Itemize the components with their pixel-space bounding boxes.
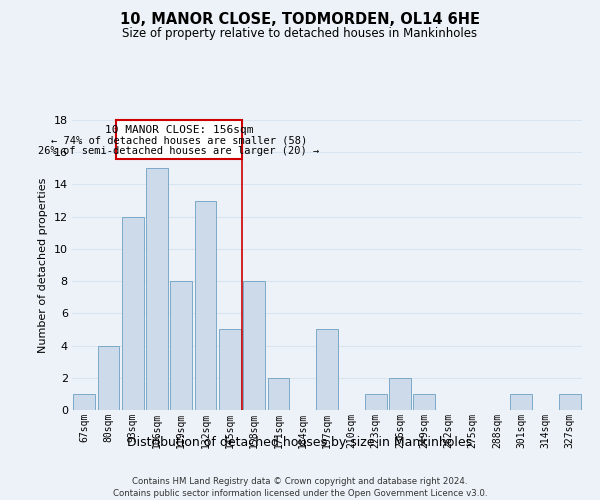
Text: Size of property relative to detached houses in Mankinholes: Size of property relative to detached ho… [122,28,478,40]
Bar [194,200,217,410]
Text: 10 MANOR CLOSE: 156sqm: 10 MANOR CLOSE: 156sqm [104,125,253,135]
Text: Distribution of detached houses by size in Mankinholes: Distribution of detached houses by size … [127,436,473,449]
Bar [511,394,532,410]
Text: Contains public sector information licensed under the Open Government Licence v3: Contains public sector information licen… [113,489,487,498]
Text: ← 74% of detached houses are smaller (58): ← 74% of detached houses are smaller (58… [51,136,307,145]
Bar [389,378,411,410]
Bar [316,330,338,410]
Bar [413,394,435,410]
Bar [268,378,289,410]
Text: 10, MANOR CLOSE, TODMORDEN, OL14 6HE: 10, MANOR CLOSE, TODMORDEN, OL14 6HE [120,12,480,28]
Text: 26% of semi-detached houses are larger (20) →: 26% of semi-detached houses are larger (… [38,146,319,156]
Bar [146,168,168,410]
Text: Contains HM Land Registry data © Crown copyright and database right 2024.: Contains HM Land Registry data © Crown c… [132,478,468,486]
Bar [97,346,119,410]
Bar [219,330,241,410]
Bar [365,394,386,410]
Bar [122,216,143,410]
Bar [73,394,95,410]
Y-axis label: Number of detached properties: Number of detached properties [38,178,48,352]
Bar [170,281,192,410]
Bar [243,281,265,410]
FancyBboxPatch shape [116,120,242,158]
Bar [559,394,581,410]
